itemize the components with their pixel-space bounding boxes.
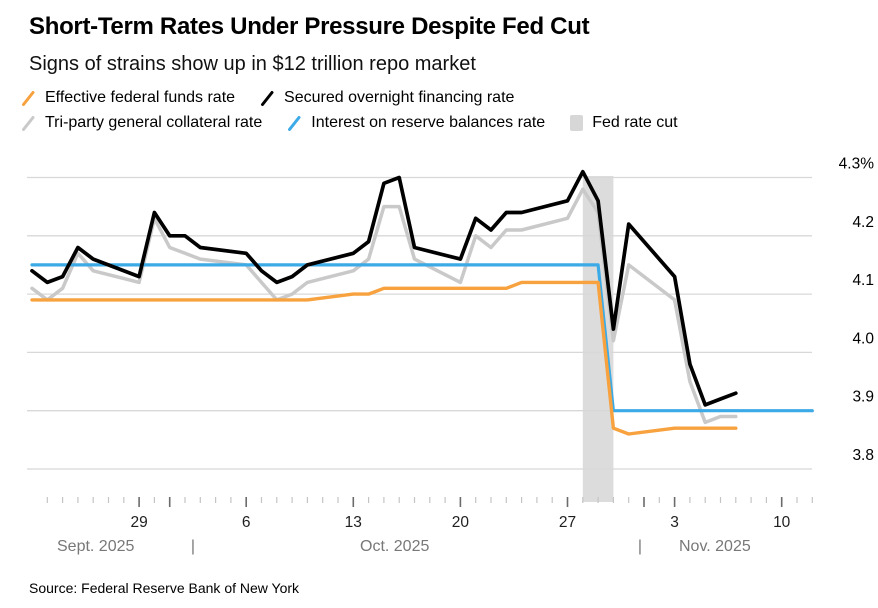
y-axis-label: 4.3% bbox=[839, 156, 875, 173]
x-axis-day-label: 27 bbox=[559, 514, 576, 531]
source-note: Source: Federal Reserve Bank of New York bbox=[29, 580, 300, 596]
series-sofr bbox=[30, 169, 738, 407]
sofr-slash-icon bbox=[261, 90, 274, 106]
x-axis-day-label: 13 bbox=[345, 514, 362, 531]
iorb-slash-icon bbox=[288, 115, 301, 131]
series-iorb bbox=[30, 263, 814, 413]
x-axis-month-separator: | bbox=[191, 538, 195, 555]
y-axis-label: 4.2 bbox=[852, 214, 874, 231]
x-axis-month-separator: | bbox=[638, 538, 642, 555]
x-axis-day-label: 29 bbox=[130, 514, 147, 531]
legend-label-effr: Effective federal funds rate bbox=[45, 89, 236, 106]
y-axis-label: 3.8 bbox=[852, 447, 874, 464]
legend-marker-sofr bbox=[261, 90, 274, 106]
legend-item-iorb: Interest on reserve balances rate bbox=[287, 114, 545, 132]
x-axis-month-label: Oct. 2025 bbox=[360, 538, 429, 555]
page-title: Short-Term Rates Under Pressure Despite … bbox=[29, 13, 590, 40]
x-axis-month-label: Nov. 2025 bbox=[679, 538, 751, 555]
legend-marker-iorb bbox=[288, 115, 301, 131]
legend-label-sofr: Secured overnight financing rate bbox=[284, 89, 515, 106]
y-axis-label: 4.0 bbox=[852, 330, 874, 347]
x-axis-day-label: 10 bbox=[773, 514, 791, 531]
legend-marker-tgcr bbox=[22, 115, 35, 131]
legend-item-sofr: Secured overnight financing rate bbox=[260, 89, 514, 107]
legend-item-effr: Effective federal funds rate bbox=[21, 89, 235, 107]
y-axis-label: 4.1 bbox=[852, 272, 874, 289]
x-axis-month-label: Sept. 2025 bbox=[57, 538, 135, 555]
legend-row-1: Effective federal funds rate Secured ove… bbox=[21, 89, 514, 107]
y-axis-label: 3.9 bbox=[852, 389, 874, 406]
x-axis-day-label: 3 bbox=[670, 514, 679, 531]
legend-label-fed-rate-cut: Fed rate cut bbox=[592, 114, 678, 131]
tgcr-slash-icon bbox=[22, 115, 35, 131]
legend-item-fed-rate-cut: Fed rate cut bbox=[570, 114, 678, 132]
fed-rate-cut-band bbox=[582, 176, 614, 502]
legend-label-iorb: Interest on reserve balances rate bbox=[311, 114, 546, 131]
legend-row-2: Tri-party general collateral rate Intere… bbox=[21, 114, 678, 132]
x-axis-day-label: 6 bbox=[242, 514, 251, 531]
page-subtitle: Signs of strains show up in $12 trillion… bbox=[29, 53, 476, 75]
legend-item-tgcr: Tri-party general collateral rate bbox=[21, 114, 262, 132]
legend-marker-effr bbox=[22, 90, 35, 106]
legend-label-tgcr: Tri-party general collateral rate bbox=[45, 114, 263, 131]
series-effr bbox=[30, 280, 738, 436]
x-axis-day-label: 20 bbox=[452, 514, 470, 531]
legend-marker-fedcut bbox=[570, 115, 584, 131]
effr-slash-icon bbox=[22, 90, 35, 106]
